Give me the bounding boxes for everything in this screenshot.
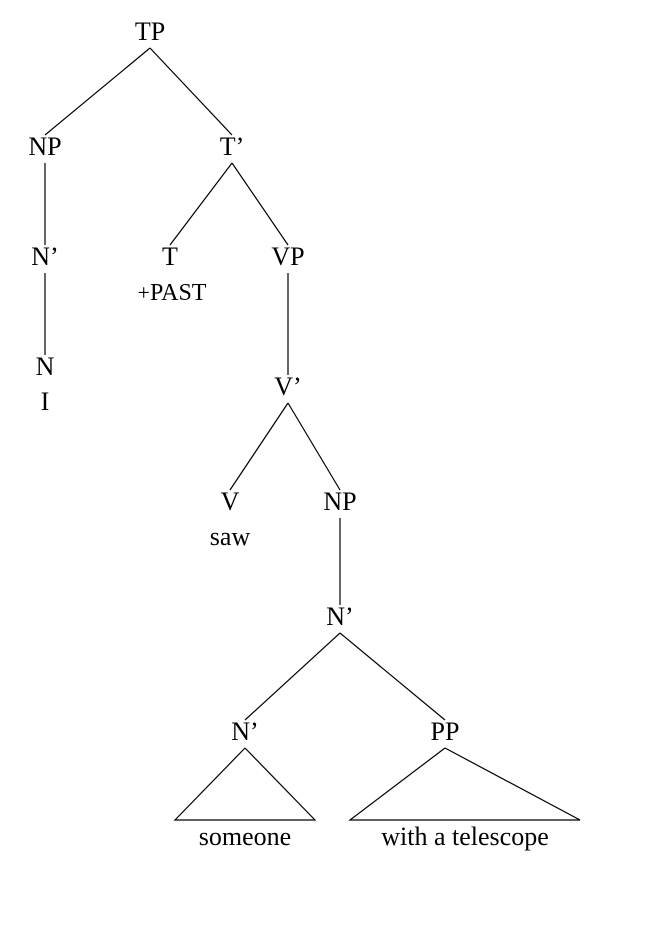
tree-node-PP: PP xyxy=(431,717,460,746)
tree-node-withtel: with a telescope xyxy=(381,822,549,851)
tree-node-saw: saw xyxy=(210,522,251,551)
tree-node-T: T xyxy=(162,242,178,271)
tree-node-V: V xyxy=(221,487,240,516)
tree-node-I: I xyxy=(41,387,50,416)
tree-node-Tbar: T’ xyxy=(220,132,245,161)
tree-node-NP2: NP xyxy=(323,487,356,516)
tree-node-someone: someone xyxy=(199,822,291,851)
tree-roof xyxy=(350,748,580,820)
tree-node-TP: TP xyxy=(135,17,165,46)
tree-edge xyxy=(245,633,340,720)
tree-node-T_feat: +PAST xyxy=(138,280,207,306)
syntax-tree-diagram: TP NP T’ N’ T +PAST VP NI V’ Vsaw NP N’ N’ PP someone w… xyxy=(0,0,670,934)
tree-roof xyxy=(175,748,315,820)
tree-node-Nbar3: N’ xyxy=(231,717,258,746)
tree-node-Nbar2: N’ xyxy=(326,602,353,631)
tree-edge xyxy=(340,633,445,720)
tree-node-Vbar: V’ xyxy=(274,372,301,401)
tree-node-VP: VP xyxy=(271,242,304,271)
tree-node-NP1: NP xyxy=(28,132,61,161)
tree-edge xyxy=(150,48,232,135)
tree-edge xyxy=(232,163,288,245)
tree-node-N1: N xyxy=(36,352,55,381)
tree-edge xyxy=(170,163,232,245)
tree-edge xyxy=(288,403,340,490)
tree-node-Nbar1: N’ xyxy=(31,242,58,271)
tree-edge xyxy=(45,48,150,135)
tree-edge xyxy=(230,403,288,490)
